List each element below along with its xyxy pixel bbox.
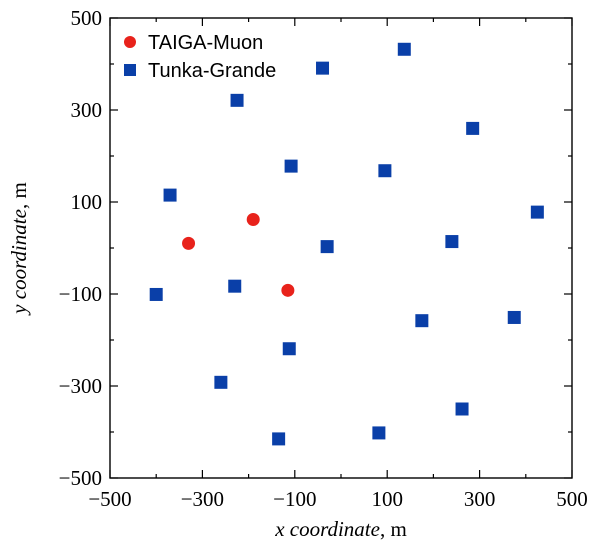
y-tick-label: −300 — [59, 374, 102, 398]
legend-marker-taiga-muon — [124, 36, 136, 48]
y-axis-label: y coordinate, m — [7, 182, 31, 316]
point-tunka-grande — [415, 314, 429, 328]
point-tunka-grande — [230, 93, 244, 107]
legend: TAIGA-Muon Tunka-Grande — [124, 32, 276, 82]
x-axis-label: x coordinate, m — [274, 517, 407, 541]
point-tunka-grande — [228, 279, 242, 293]
data-points — [149, 42, 544, 446]
point-tunka-grande — [316, 61, 330, 75]
point-tunka-grande — [397, 42, 411, 56]
point-taiga-muon — [281, 283, 295, 297]
x-tick-label: −100 — [273, 487, 316, 511]
legend-label-taiga-muon: TAIGA-Muon — [148, 32, 263, 54]
point-tunka-grande — [272, 432, 286, 446]
point-tunka-grande — [466, 121, 480, 135]
legend-label-tunka-grande: Tunka-Grande — [148, 60, 276, 82]
y-tick-label: 300 — [71, 98, 103, 122]
y-tick-label: −100 — [59, 282, 102, 306]
plot-frame — [109, 17, 573, 479]
point-tunka-grande — [455, 402, 469, 416]
x-tick-label: −300 — [181, 487, 224, 511]
y-tick-label: 500 — [71, 6, 103, 30]
axis-tick-labels: −500 −300 −100 100 300 500 −500 −300 −100 100 300 5… — [59, 6, 588, 511]
point-tunka-grande — [378, 164, 392, 178]
y-tick-label: 100 — [71, 190, 103, 214]
x-tick-label: 500 — [556, 487, 588, 511]
y-tick-label: −500 — [59, 466, 102, 490]
legend-marker-tunka-grande — [124, 64, 136, 76]
x-tick-label: −500 — [88, 487, 131, 511]
point-tunka-grande — [507, 310, 521, 324]
point-tunka-grande — [214, 375, 228, 389]
axis-ticks — [109, 17, 573, 479]
point-tunka-grande — [149, 287, 163, 301]
x-tick-label: 100 — [371, 487, 403, 511]
point-tunka-grande — [163, 188, 177, 202]
point-taiga-muon — [246, 212, 260, 226]
point-tunka-grande — [284, 159, 298, 173]
point-tunka-grande — [320, 240, 334, 254]
point-tunka-grande — [372, 426, 386, 440]
point-taiga-muon — [182, 236, 196, 250]
x-tick-label: 300 — [464, 487, 496, 511]
point-tunka-grande — [282, 342, 296, 356]
point-tunka-grande — [530, 205, 544, 219]
point-tunka-grande — [445, 235, 459, 249]
